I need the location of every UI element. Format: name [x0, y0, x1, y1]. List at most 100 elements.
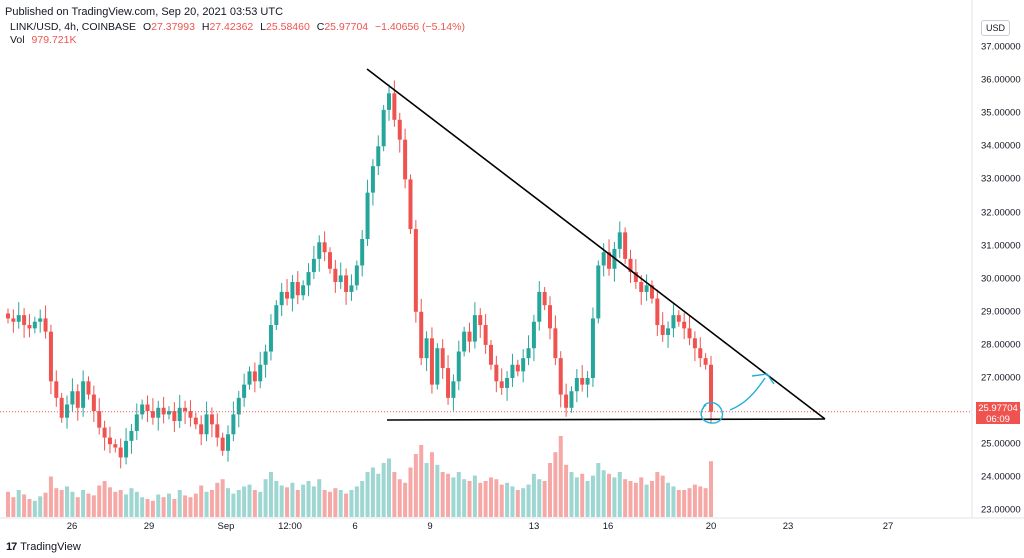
candle-body[interactable]: [709, 364, 713, 412]
candle-body[interactable]: [134, 414, 139, 431]
candle-body[interactable]: [32, 321, 37, 329]
candle-body[interactable]: [145, 404, 150, 412]
candle-body[interactable]: [381, 109, 386, 147]
candle-body[interactable]: [338, 275, 343, 283]
candle-body[interactable]: [633, 272, 638, 283]
candle-body[interactable]: [54, 381, 59, 398]
candle-body[interactable]: [505, 378, 510, 388]
candle-body[interactable]: [408, 179, 413, 230]
candle-body[interactable]: [666, 328, 671, 335]
candle-body[interactable]: [467, 331, 472, 342]
candle-body[interactable]: [107, 437, 112, 445]
candle-body[interactable]: [365, 192, 370, 239]
candle-body[interactable]: [488, 344, 493, 365]
candle-body[interactable]: [446, 368, 451, 398]
candle-body[interactable]: [344, 275, 349, 292]
candle-body[interactable]: [623, 232, 628, 259]
candle-body[interactable]: [553, 328, 558, 359]
candle-body[interactable]: [671, 315, 676, 329]
candle-body[interactable]: [564, 394, 569, 408]
candle-body[interactable]: [311, 258, 316, 273]
candle-body[interactable]: [301, 285, 306, 296]
descending-trendline[interactable]: [366, 68, 826, 420]
candle-body[interactable]: [242, 384, 247, 398]
candle-body[interactable]: [590, 318, 595, 378]
candle-body[interactable]: [537, 291, 542, 322]
candle-body[interactable]: [440, 348, 445, 369]
candle-body[interactable]: [687, 328, 692, 339]
candle-body[interactable]: [156, 407, 161, 418]
candle-body[interactable]: [558, 358, 563, 395]
candle-body[interactable]: [515, 364, 520, 372]
candle-body[interactable]: [22, 315, 27, 326]
candle-body[interactable]: [204, 414, 209, 435]
candle-body[interactable]: [580, 378, 585, 385]
candle-body[interactable]: [462, 331, 467, 352]
candle-body[interactable]: [601, 252, 606, 266]
support-line[interactable]: [386, 418, 826, 421]
candle-body[interactable]: [48, 331, 53, 382]
candle-body[interactable]: [360, 238, 365, 266]
candle-body[interactable]: [38, 318, 43, 322]
candle-body[interactable]: [129, 430, 134, 441]
candle-body[interactable]: [258, 364, 263, 382]
candle-body[interactable]: [209, 414, 214, 425]
candle-body[interactable]: [226, 434, 231, 451]
candle-body[interactable]: [499, 381, 504, 388]
candle-body[interactable]: [150, 411, 155, 418]
candle-body[interactable]: [285, 291, 290, 299]
candle-body[interactable]: [435, 348, 440, 385]
candle-body[interactable]: [263, 351, 268, 365]
candle-body[interactable]: [660, 325, 665, 335]
candle-body[interactable]: [199, 424, 204, 435]
candle-body[interactable]: [161, 407, 166, 415]
candle-body[interactable]: [268, 325, 273, 352]
candle-body[interactable]: [295, 282, 300, 296]
candle-body[interactable]: [639, 282, 644, 292]
candle-body[interactable]: [413, 229, 418, 312]
candle-body[interactable]: [596, 265, 601, 319]
candle-body[interactable]: [370, 166, 375, 193]
candle-body[interactable]: [327, 252, 332, 269]
candle-body[interactable]: [322, 242, 327, 253]
currency-badge[interactable]: USD: [980, 20, 1010, 36]
candle-body[interactable]: [65, 404, 70, 418]
candle-body[interactable]: [655, 298, 660, 326]
candle-body[interactable]: [628, 258, 633, 273]
candle-body[interactable]: [306, 272, 311, 286]
candle-body[interactable]: [349, 285, 354, 292]
candle-body[interactable]: [317, 242, 322, 259]
candle-body[interactable]: [607, 252, 612, 269]
candle-body[interactable]: [376, 146, 381, 167]
candle-body[interactable]: [290, 282, 295, 299]
candle-body[interactable]: [397, 119, 402, 140]
candle-body[interactable]: [6, 313, 10, 319]
candle-body[interactable]: [451, 381, 456, 398]
tradingview-brand-label[interactable]: TradingView: [20, 541, 81, 553]
candle-body[interactable]: [252, 371, 257, 382]
candle-body[interactable]: [188, 411, 193, 418]
candle-body[interactable]: [75, 391, 80, 408]
candle-body[interactable]: [424, 338, 429, 359]
candle-body[interactable]: [124, 440, 129, 458]
candle-body[interactable]: [354, 265, 359, 286]
candle-body[interactable]: [247, 371, 252, 385]
annotation-arrow[interactable]: [729, 377, 766, 411]
candle-body[interactable]: [11, 318, 16, 322]
candle-body[interactable]: [585, 378, 590, 385]
candle-body[interactable]: [193, 417, 198, 425]
candle-body[interactable]: [16, 315, 21, 322]
candle-body[interactable]: [215, 424, 220, 438]
candle-body[interactable]: [472, 315, 477, 342]
symbol-label[interactable]: LINK/USD, 4h, COINBASE: [10, 21, 137, 33]
candle-body[interactable]: [59, 397, 64, 418]
candle-body[interactable]: [569, 391, 574, 408]
candle-body[interactable]: [102, 427, 107, 438]
candle-body[interactable]: [274, 305, 279, 326]
candle-body[interactable]: [70, 391, 75, 405]
candle-body[interactable]: [43, 318, 48, 332]
candle-body[interactable]: [548, 305, 553, 329]
candle-body[interactable]: [236, 397, 241, 415]
candle-body[interactable]: [649, 285, 654, 299]
